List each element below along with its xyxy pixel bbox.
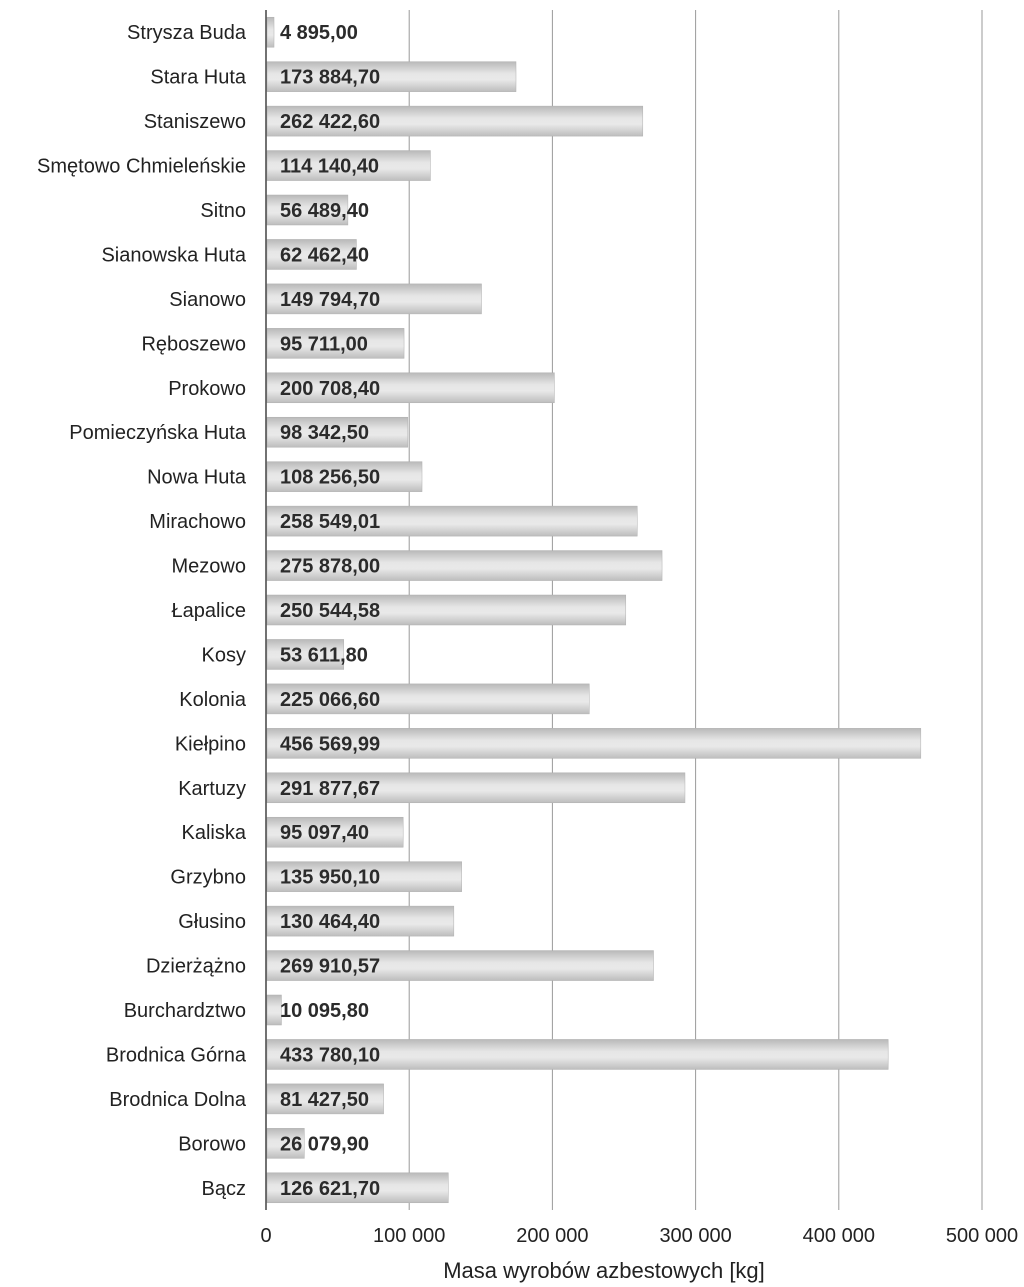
data-label: 126 621,70 bbox=[280, 1178, 380, 1200]
category-label: Mirachowo bbox=[149, 511, 246, 533]
category-labels: Strysza Buda Stara Huta Staniszewo Smętowo … bbox=[37, 22, 247, 1200]
x-tick-label: 400 000 bbox=[803, 1225, 875, 1247]
category-label: Kartuzy bbox=[178, 778, 246, 800]
data-label: 95 097,40 bbox=[280, 822, 369, 844]
category-label: Mezowo bbox=[172, 556, 246, 578]
category-label: Kolonia bbox=[179, 689, 247, 711]
data-label: 262 422,60 bbox=[280, 111, 380, 133]
category-label: Głusino bbox=[178, 911, 246, 933]
data-label: 108 256,50 bbox=[280, 467, 380, 489]
x-tick-label: 100 000 bbox=[373, 1225, 445, 1247]
category-label: Staniszewo bbox=[144, 111, 246, 133]
bar bbox=[266, 1128, 305, 1159]
x-tick-labels: 0 100 000 200 000 300 000 400 000 500 000 bbox=[260, 1225, 1018, 1247]
bar bbox=[266, 950, 654, 981]
data-label: 433 780,10 bbox=[280, 1044, 380, 1066]
category-label: Bącz bbox=[202, 1178, 246, 1200]
data-label: 4 895,00 bbox=[280, 22, 358, 44]
data-label: 114 140,40 bbox=[280, 156, 379, 178]
bar bbox=[266, 1039, 889, 1070]
data-label: 62 462,40 bbox=[280, 244, 369, 266]
category-label: Dzierżążno bbox=[146, 956, 246, 978]
data-label: 258 549,01 bbox=[280, 511, 380, 533]
data-label: 95 711,00 bbox=[280, 333, 368, 355]
x-tick-label: 300 000 bbox=[659, 1225, 731, 1247]
data-label: 291 877,67 bbox=[280, 778, 380, 800]
x-tick-label: 200 000 bbox=[516, 1225, 588, 1247]
category-label: Brodnica Górna bbox=[106, 1044, 247, 1066]
bar bbox=[266, 105, 644, 137]
category-label: Sianowo bbox=[169, 289, 246, 311]
bar bbox=[266, 772, 686, 804]
x-axis-title: Masa wyrobów azbestowych [kg] bbox=[443, 1258, 765, 1283]
bars bbox=[266, 16, 922, 1204]
category-label: Sitno bbox=[200, 200, 246, 222]
vertical-gridlines bbox=[408, 10, 983, 1210]
category-label: Burchardztwo bbox=[124, 1000, 246, 1022]
bar bbox=[266, 905, 455, 937]
bar bbox=[266, 550, 663, 581]
bar bbox=[266, 994, 282, 1026]
category-label: Stara Huta bbox=[150, 67, 246, 89]
category-label: Strysza Buda bbox=[127, 22, 247, 44]
bar bbox=[266, 461, 423, 492]
category-label: Ręboszewo bbox=[141, 333, 246, 355]
data-labels: 4 895,00 173 884,70 262 422,60 114 140,40 56… bbox=[280, 22, 380, 1200]
bar bbox=[266, 372, 555, 404]
bar bbox=[266, 239, 357, 270]
category-label: Grzybno bbox=[170, 867, 246, 889]
category-label: Kiełpino bbox=[175, 733, 246, 755]
bar bbox=[266, 728, 922, 759]
data-label: 173 884,70 bbox=[280, 67, 380, 89]
bar bbox=[266, 594, 627, 626]
data-label: 10 095,80 bbox=[280, 1000, 369, 1022]
category-label: Brodnica Dolna bbox=[109, 1089, 247, 1111]
category-label: Łapalice bbox=[171, 600, 246, 622]
bar bbox=[266, 416, 409, 448]
bar bbox=[266, 505, 638, 537]
bar bbox=[266, 683, 590, 715]
data-label: 269 910,57 bbox=[280, 956, 380, 978]
data-label: 456 569,99 bbox=[280, 733, 380, 755]
category-label: Smętowo Chmieleńskie bbox=[37, 156, 246, 178]
data-label: 225 066,60 bbox=[280, 689, 380, 711]
data-label: 135 950,10 bbox=[280, 867, 380, 889]
x-tick-label: 500 000 bbox=[946, 1225, 1018, 1247]
data-label: 149 794,70 bbox=[280, 289, 380, 311]
category-label: Prokowo bbox=[168, 378, 246, 400]
data-label: 275 878,00 bbox=[280, 556, 380, 578]
bar bbox=[266, 639, 345, 670]
bar bbox=[266, 150, 431, 181]
data-label: 98 342,50 bbox=[280, 422, 369, 444]
bar bbox=[266, 194, 349, 226]
x-tick-label: 0 bbox=[260, 1225, 271, 1247]
bar bbox=[266, 1083, 384, 1115]
data-label: 53 611,80 bbox=[280, 644, 368, 666]
bar bbox=[266, 283, 482, 315]
bar bbox=[266, 16, 275, 48]
category-label: Pomieczyńska Huta bbox=[69, 422, 247, 444]
bar bbox=[266, 61, 517, 92]
category-label: Kosy bbox=[202, 644, 246, 666]
data-label: 56 489,40 bbox=[280, 200, 369, 222]
bar bbox=[266, 861, 462, 892]
data-label: 250 544,58 bbox=[280, 600, 380, 622]
bar bbox=[266, 1172, 449, 1204]
category-label: Kaliska bbox=[182, 822, 247, 844]
category-label: Nowa Huta bbox=[147, 467, 247, 489]
bar bbox=[266, 816, 404, 848]
data-label: 200 708,40 bbox=[280, 378, 380, 400]
data-label: 130 464,40 bbox=[280, 911, 380, 933]
bar bbox=[266, 328, 405, 359]
category-label: Borowo bbox=[178, 1133, 246, 1155]
data-label: 81 427,50 bbox=[280, 1089, 369, 1111]
data-label: 26 079,90 bbox=[280, 1133, 369, 1155]
category-label: Sianowska Huta bbox=[101, 244, 246, 266]
